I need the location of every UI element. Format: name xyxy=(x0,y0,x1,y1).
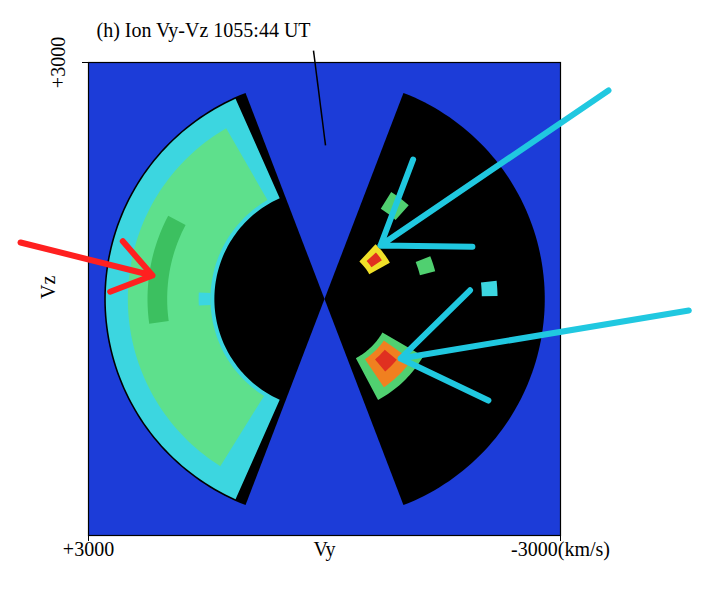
svg-text:-3000(km/s): -3000(km/s) xyxy=(511,538,610,561)
svg-text:(h) Ion Vy-Vz 1055:44 UT: (h) Ion Vy-Vz 1055:44 UT xyxy=(97,19,311,42)
svg-text:+3000: +3000 xyxy=(47,37,69,88)
svg-text:Vy: Vy xyxy=(313,538,335,561)
svg-text:+3000: +3000 xyxy=(63,538,114,560)
svg-text:Vz: Vz xyxy=(37,276,59,299)
